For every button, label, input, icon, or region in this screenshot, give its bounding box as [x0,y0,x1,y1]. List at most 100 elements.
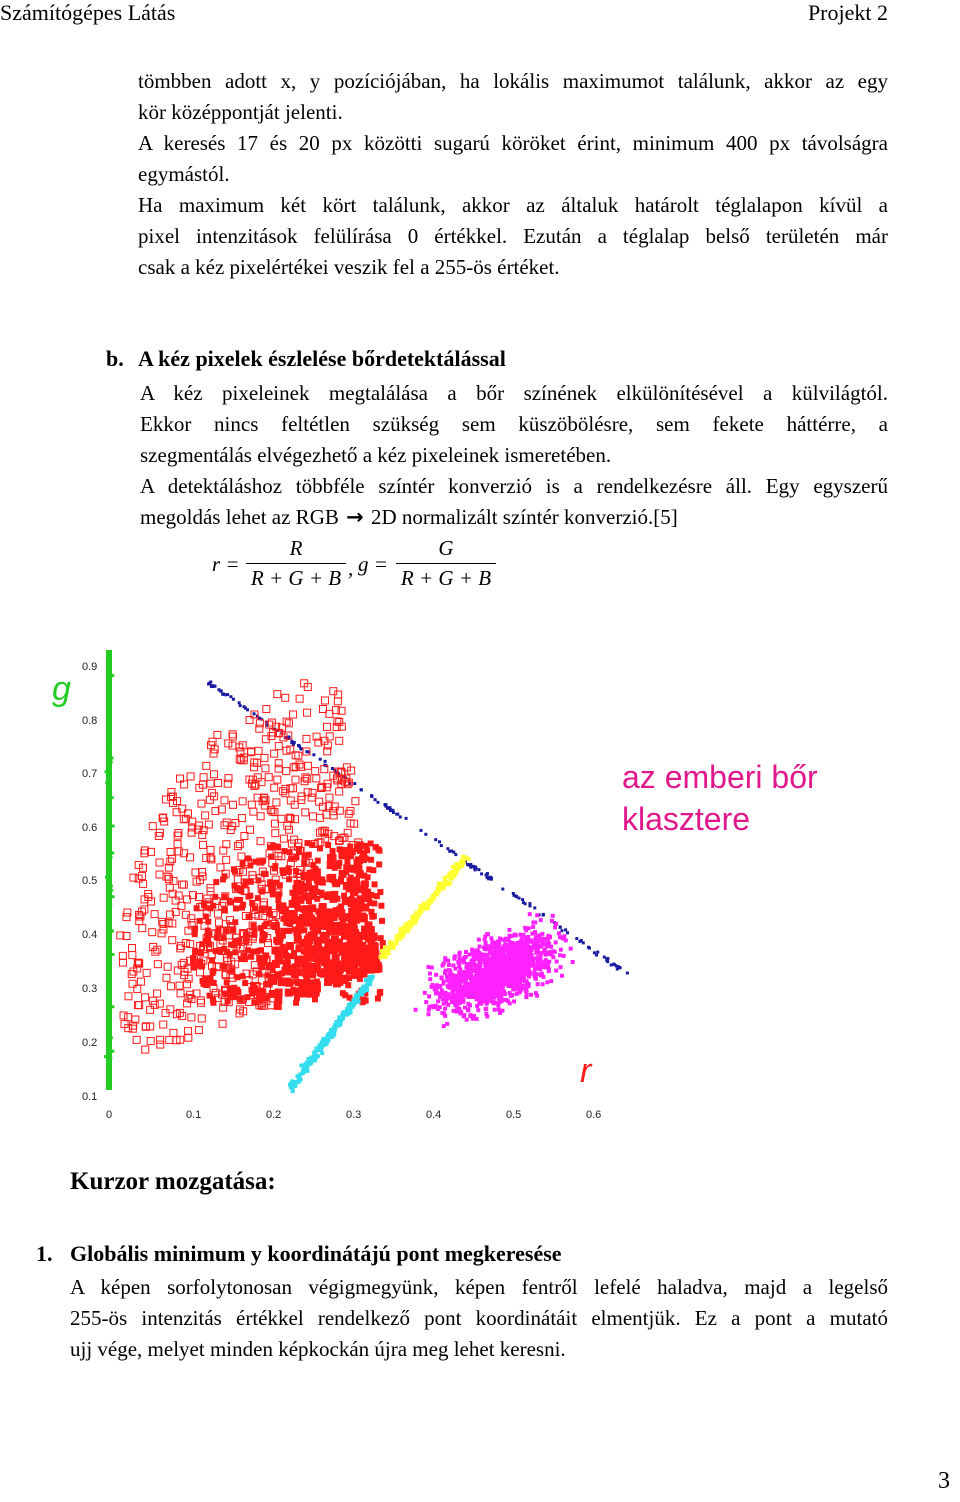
magenta-point [469,993,474,998]
red-point [345,886,352,893]
magenta-point [440,997,445,1002]
red-point [268,807,277,816]
magenta-point [434,972,439,977]
red-point [207,855,216,864]
magenta-point [488,984,493,989]
red-point [118,951,127,960]
red-point [179,958,188,967]
red-point [197,799,206,808]
red-point [209,749,218,758]
red-point [259,964,266,971]
yellow-point [455,868,460,873]
magenta-point [476,937,481,942]
blue-point [398,815,402,819]
blue-point [391,810,395,814]
red-point [314,738,323,747]
yellow-point [400,932,405,937]
magenta-point [499,999,504,1004]
red-point [308,904,317,913]
red-point [319,931,326,938]
text-fragment: 2D normalizált színtér konverzió.[5] [370,505,678,529]
y-tick-label: 0.1 [82,1091,97,1103]
magenta-point [445,1021,450,1026]
cyan-point [314,1046,319,1051]
red-point [228,730,237,739]
red-point [255,877,262,884]
red-point [303,774,312,783]
red-point [368,892,375,899]
red-point [167,982,176,991]
magenta-point [488,971,493,976]
red-point [241,882,248,889]
red-point [189,891,198,900]
red-point [282,717,291,726]
magenta-point [482,937,487,942]
magenta-point [427,971,432,976]
red-point [313,921,320,928]
red-point [289,889,296,896]
magenta-point [545,980,550,985]
red-point [251,926,258,933]
magenta-point [538,944,543,949]
red-point [168,854,177,863]
red-point [129,1021,138,1030]
blue-point [373,798,377,802]
yellow-point [414,914,419,919]
magenta-point [496,959,501,964]
yellow-point [399,927,404,932]
red-point [146,1022,155,1031]
cyan-point [295,1074,300,1079]
red-point [215,926,222,933]
red-point [260,857,267,864]
red-point [217,948,224,955]
cyan-point [313,1054,318,1059]
formula-r-fraction: R R + G + B [246,536,346,591]
magenta-point [533,935,538,940]
green-point [108,752,112,756]
magenta-point [489,936,494,941]
green-point [111,1049,115,1053]
red-point [207,905,214,912]
magenta-point [457,1001,462,1006]
red-point [355,904,362,911]
yellow-point [412,919,417,924]
magenta-point [529,992,534,997]
red-point [311,767,320,776]
blue-point [528,904,532,908]
magenta-point [484,962,489,967]
red-point [233,938,240,945]
red-point [337,706,346,715]
red-point [202,761,211,770]
blue-point [514,894,518,898]
magenta-point [486,932,491,937]
cyan-point [351,998,356,1003]
green-point [108,873,112,877]
yellow-point [410,922,415,927]
red-point [302,747,311,756]
red-point [351,934,358,941]
magenta-point [485,975,490,980]
blue-point [424,832,428,836]
cyan-point [334,1023,339,1028]
figure-ylabel: g [52,670,71,708]
blue-point [244,706,248,710]
magenta-point [463,976,468,981]
red-point [313,978,320,985]
magenta-point [492,995,497,1000]
magenta-point [475,948,480,953]
magenta-point [507,979,512,984]
yellow-point [394,941,399,946]
cyan-point [313,1051,318,1056]
red-point [251,905,258,912]
magenta-point [469,974,474,979]
red-point [347,874,354,881]
red-point [319,879,326,886]
yellow-point [395,934,400,939]
blue-point [609,963,613,967]
red-point [268,853,275,860]
blue-point [472,864,476,868]
magenta-point [490,952,495,957]
blue-point [209,680,213,684]
magenta-point [520,965,525,970]
red-point [195,783,204,792]
